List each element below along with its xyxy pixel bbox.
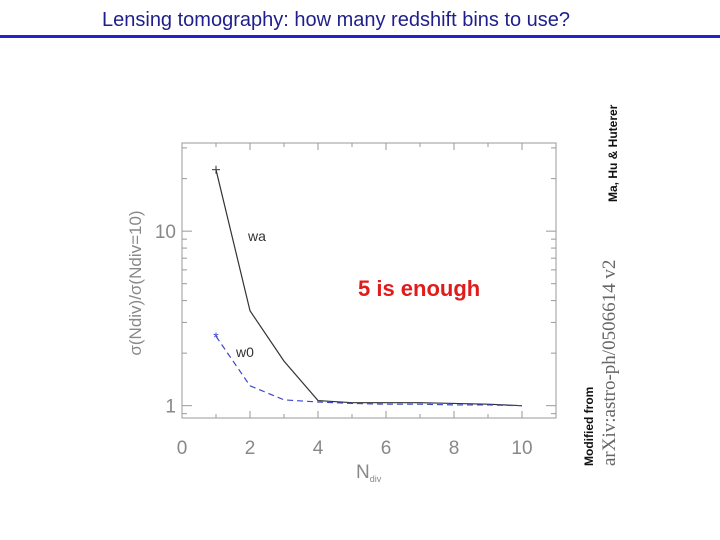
x-axis-label: Ndiv [356, 462, 382, 484]
x-tick-label: 4 [313, 438, 324, 459]
title-underline [0, 35, 720, 38]
x-tick-label: 0 [177, 438, 188, 459]
modified-from-label: Modified from [582, 386, 596, 466]
arxiv-source-label: arXiv:astro-ph/0506614 v2 [599, 259, 620, 466]
series-label-wa: wa [247, 228, 266, 244]
annotation-5-is-enough: 5 is enough [358, 276, 480, 301]
y-axis-label: σ(Ndiv)/σ(Ndiv=10) [126, 210, 145, 355]
x-tick-label: 8 [449, 438, 460, 459]
series-line-w0 [215, 335, 523, 407]
x-axis-label-sub: div [370, 474, 382, 484]
x-tick-label: 2 [245, 438, 256, 459]
plot-frame [181, 142, 557, 419]
x-tick-label: 10 [511, 438, 532, 459]
source-container: Modified from arXiv:astro-ph/0506614 v2 [582, 260, 622, 467]
credit-label: Ma, Hu & Huterer [606, 104, 620, 202]
series-line-wa [215, 169, 523, 407]
credit-label-container: Ma, Hu & Huterer [606, 80, 622, 202]
series-marker-w0: * [213, 329, 219, 345]
y-tick-label: 1 [165, 397, 176, 418]
series-label-w0: w0 [235, 344, 254, 360]
slide-title: Lensing tomography: how many redshift bi… [102, 9, 571, 31]
y-tick-label: 10 [155, 222, 176, 243]
x-tick-label: 6 [381, 438, 392, 459]
